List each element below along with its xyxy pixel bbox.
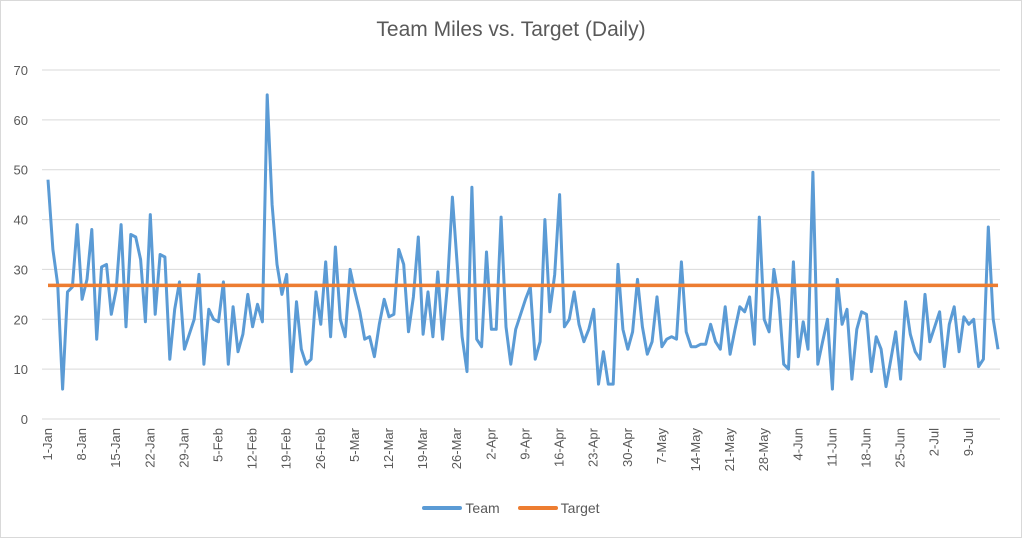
y-tick-label: 10 — [14, 362, 28, 377]
y-tick-label: 50 — [14, 163, 28, 178]
x-tick-label: 26-Mar — [449, 427, 464, 469]
legend-item-team[interactable]: Team — [422, 500, 500, 516]
x-tick-label: 7-May — [654, 428, 669, 465]
y-tick-label: 60 — [14, 113, 28, 128]
x-tick-label: 25-Jun — [893, 428, 908, 468]
x-tick-label: 19-Mar — [415, 427, 430, 469]
legend-item-target[interactable]: Target — [517, 500, 600, 516]
legend-label-team: Team — [465, 500, 500, 516]
x-tick-label: 14-May — [688, 428, 703, 472]
x-tick-label: 1-Jan — [40, 428, 55, 461]
y-tick-label: 40 — [14, 213, 28, 228]
x-tick-label: 21-May — [722, 428, 737, 472]
series-line-team — [46, 93, 1000, 391]
chart-legend: Team Target — [0, 500, 1022, 516]
y-tick-label: 20 — [14, 312, 28, 327]
x-tick-label: 16-Apr — [552, 427, 567, 467]
x-tick-label: 2-Jul — [927, 428, 942, 456]
x-tick-label: 4-Jun — [790, 428, 805, 461]
x-tick-label: 5-Feb — [211, 428, 226, 462]
x-tick-label: 12-Mar — [381, 427, 396, 469]
x-tick-label: 29-Jan — [176, 428, 191, 468]
x-tick-label: 19-Feb — [279, 428, 294, 469]
y-tick-label: 30 — [14, 262, 28, 277]
x-tick-label: 2-Apr — [483, 427, 498, 459]
legend-label-target: Target — [560, 500, 600, 516]
x-tick-label: 15-Jan — [108, 428, 123, 468]
legend-swatch-team — [422, 506, 463, 510]
x-tick-label: 5-Mar — [347, 427, 362, 462]
x-tick-label: 11-Jun — [824, 428, 839, 467]
x-tick-label: 8-Jan — [74, 428, 89, 461]
x-tick-label: 22-Jan — [142, 428, 157, 468]
x-tick-label: 28-May — [756, 428, 771, 472]
x-tick-label: 9-Apr — [517, 427, 532, 459]
x-tick-label: 23-Apr — [586, 427, 601, 467]
x-tick-label: 9-Jul — [961, 428, 976, 456]
x-tick-label: 26-Feb — [313, 428, 328, 469]
y-tick-label: 70 — [14, 63, 28, 78]
x-tick-label: 12-Feb — [245, 428, 260, 469]
x-tick-label: 30-Apr — [620, 427, 635, 467]
x-tick-label: 18-Jun — [858, 428, 873, 468]
chart-title: Team Miles vs. Target (Daily) — [376, 18, 646, 41]
legend-swatch-target — [517, 506, 558, 510]
y-tick-label: 0 — [21, 412, 28, 427]
